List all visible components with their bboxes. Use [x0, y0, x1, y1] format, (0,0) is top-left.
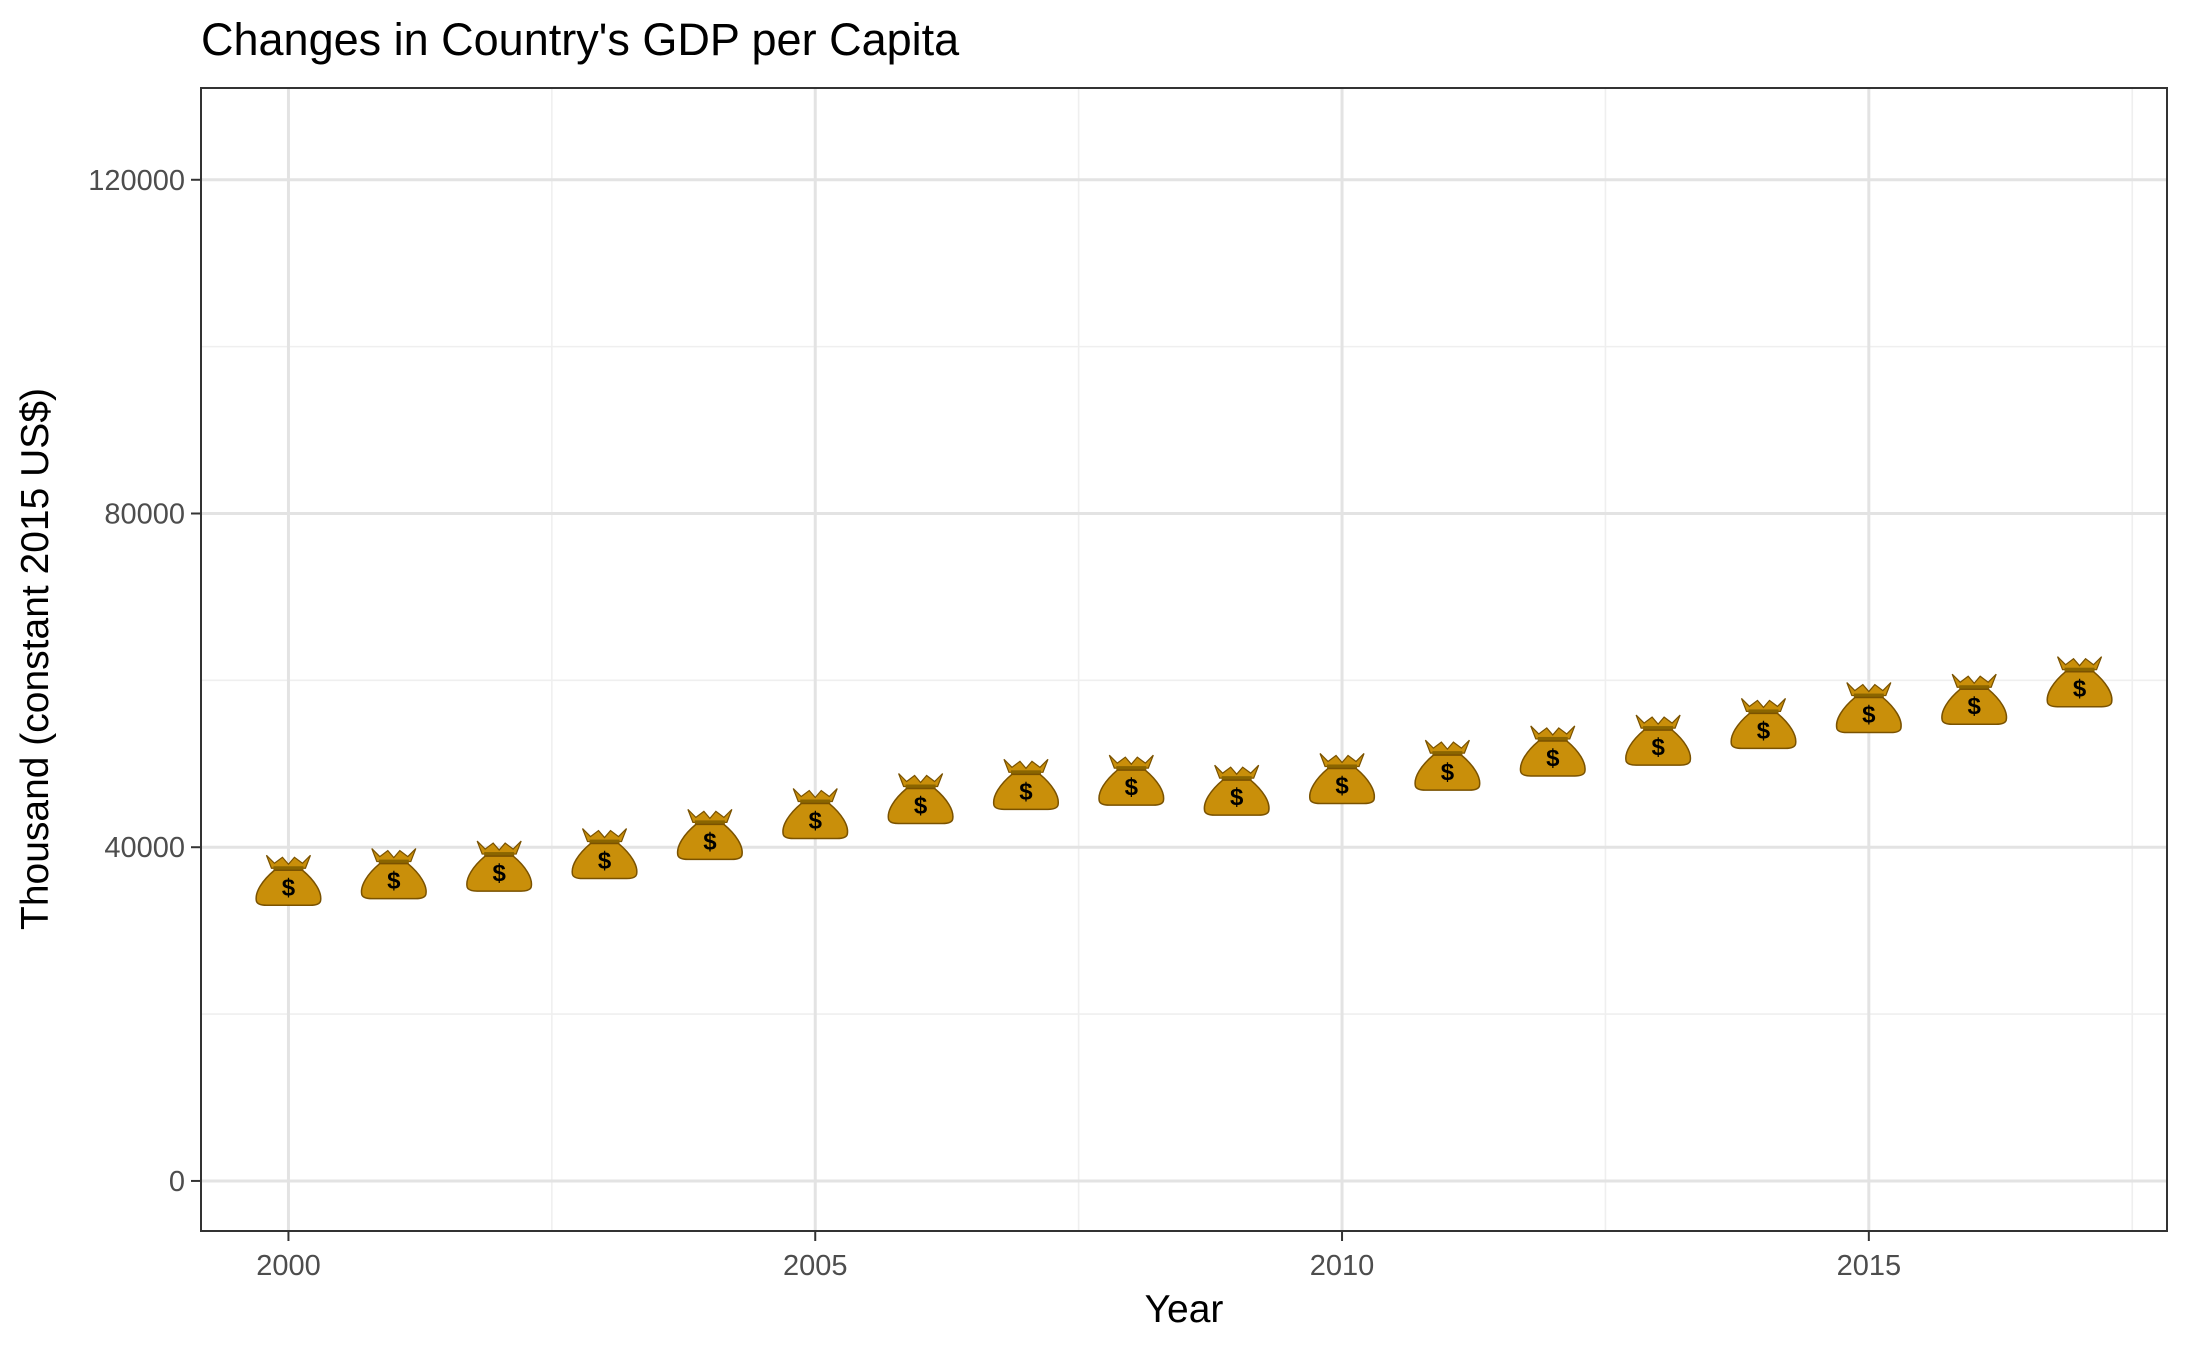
money-bag-icon: [676, 808, 743, 861]
money-bag-icon: [1730, 697, 1797, 750]
money-bag-icon: [1625, 714, 1692, 766]
money-bag-icon: [887, 772, 954, 825]
data-points: [255, 655, 2113, 907]
x-tick-label: 2010: [1310, 1250, 1375, 1282]
y-tick-label: 120000: [88, 165, 185, 197]
x-tick-label: 2005: [783, 1250, 848, 1282]
money-bag-icon: [1941, 673, 2008, 725]
x-tick-label: 2015: [1837, 1250, 1902, 1282]
money-bag-icon: [1098, 754, 1165, 806]
money-bag-icon: [1414, 739, 1481, 791]
x-tick-label: 2000: [256, 1250, 321, 1282]
axes: 2000 2005 2010 2015 0 40000 80000 120000: [88, 165, 1901, 1282]
money-bag-icon: [2046, 655, 2113, 708]
grid: [201, 88, 2167, 1231]
money-bag-icon: [571, 827, 638, 880]
money-bag-icon: [992, 758, 1060, 811]
money-bag-icon: [1519, 725, 1586, 777]
chart-title: Changes in Country's GDP per Capita: [201, 14, 960, 65]
y-tick-label: 40000: [104, 832, 185, 864]
x-axis-title: Year: [1145, 1288, 1224, 1331]
money-bag-icon: [360, 847, 427, 900]
plot-panel: [200, 87, 2168, 1232]
money-bag-icon: [1203, 764, 1270, 816]
y-tick-label: 0: [169, 1166, 185, 1198]
y-tick-label: 80000: [104, 498, 185, 530]
y-axis-title: Thousand (constant 2015 US$): [14, 388, 57, 930]
